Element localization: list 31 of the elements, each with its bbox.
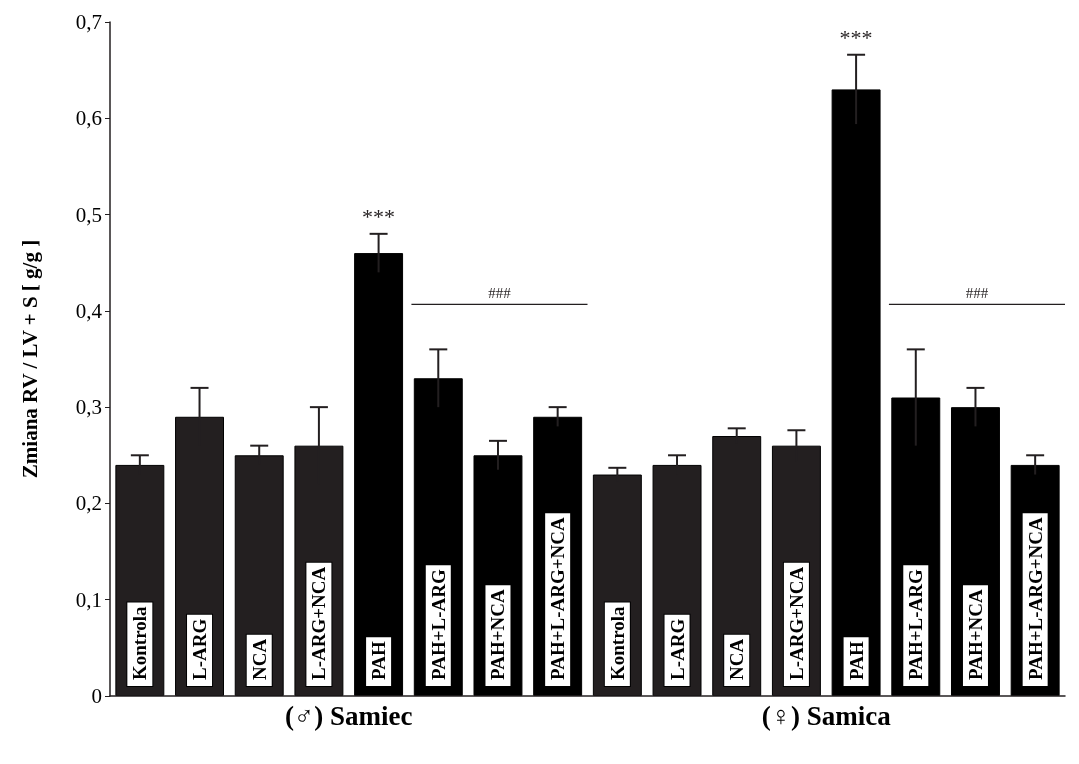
x-tick-label: PAH+NCA: [487, 589, 509, 680]
y-tick-label: 0,2: [75, 491, 102, 516]
x-tick-label: L-ARG+NCA: [308, 566, 330, 680]
y-tick-label: 0,5: [75, 202, 102, 227]
y-tick-label: 0,4: [75, 298, 103, 323]
x-tick-label: PAH+L-ARG+NCA: [547, 516, 569, 680]
x-tick-label: PAH+L-ARG: [905, 569, 927, 680]
x-tick-label: NCA: [248, 638, 270, 680]
x-tick-label: PAH+NCA: [964, 589, 986, 680]
data-label: ***: [839, 25, 873, 51]
x-tick-label: Kontrola: [129, 605, 151, 680]
x-tick-label: PAH+L-ARG: [427, 569, 449, 680]
text: (♀) Samica: [761, 700, 892, 731]
x-tick-label: L-ARG+NCA: [785, 566, 807, 680]
y-axis-title: Zmiana RV / LV + S [ g/g ]: [17, 239, 42, 479]
x-tick-label: NCA: [726, 638, 748, 680]
x-tick-label: PAH+L-ARG+NCA: [1024, 516, 1046, 680]
annotation: ###: [965, 284, 989, 301]
y-tick-label: 0: [91, 684, 102, 708]
x-tick-label: PAH: [368, 641, 390, 680]
x-tick-label: Kontrola: [606, 605, 628, 680]
y-tick-label: 0,6: [75, 106, 102, 131]
x-tick-label: PAH: [845, 641, 867, 680]
y-tick-label: 0,3: [75, 395, 102, 420]
y-tick-label: 0,1: [75, 587, 102, 612]
annotation: ###: [488, 284, 512, 301]
x-tick-label: L-ARG: [666, 618, 688, 680]
y-tick-label: 0,7: [75, 10, 102, 34]
data-label: ***: [362, 204, 396, 230]
text: (♂) Samiec: [285, 700, 413, 731]
x-tick-label: L-ARG: [189, 618, 211, 680]
